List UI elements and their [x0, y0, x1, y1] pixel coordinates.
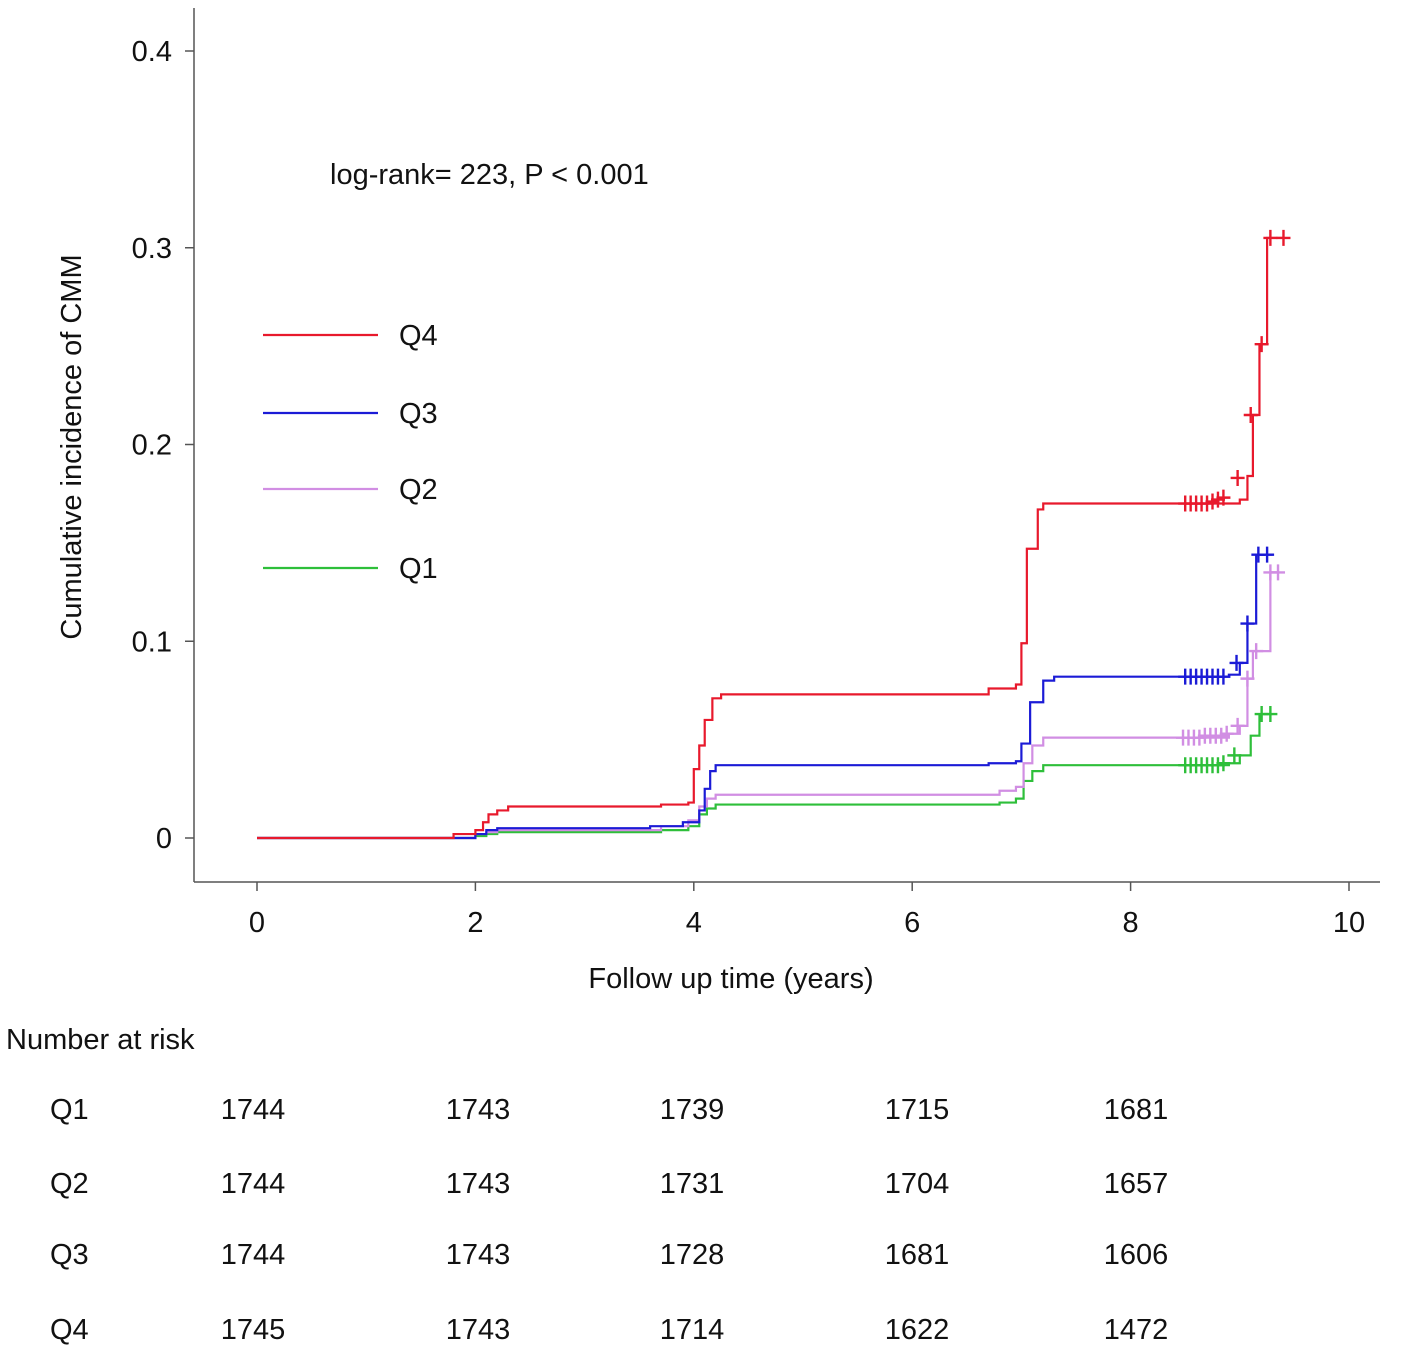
risk-cell: 1745	[220, 1314, 286, 1346]
series-q1-line	[257, 712, 1273, 840]
series-q2-censor-mark	[1249, 643, 1264, 660]
y-tick-label-2: 0.2	[132, 430, 172, 462]
x-tick-label-4: 8	[1123, 907, 1139, 939]
series-q3-line	[257, 553, 1273, 840]
y-tick-label-1: 0.1	[132, 626, 172, 658]
risk-cell: 1744	[220, 1239, 286, 1271]
series-q4-censor-mark	[1263, 229, 1278, 246]
x-tick-label-1: 2	[467, 907, 483, 939]
risk-cell: 1744	[220, 1094, 286, 1126]
series-q2-censor-mark	[1219, 725, 1234, 742]
risk-row-label: Q1	[50, 1094, 89, 1126]
risk-cell: 1743	[445, 1239, 511, 1271]
series-layer	[257, 229, 1291, 840]
risk-table-title: Number at risk	[6, 1024, 195, 1056]
risk-cell: 1622	[884, 1314, 950, 1346]
risk-cell: 1739	[659, 1094, 725, 1126]
log-rank-annotation: log-rank= 223, P < 0.001	[330, 159, 649, 191]
series-q4-censor-mark	[1243, 406, 1258, 423]
risk-row-label: Q4	[50, 1314, 89, 1346]
series-q4-censor-mark	[1276, 229, 1291, 246]
risk-cell: 1704	[884, 1168, 950, 1200]
risk-cell: 1744	[220, 1168, 286, 1200]
risk-row-q1: Q1 1744 1743 1739 1715 1681	[0, 1094, 1418, 1134]
risk-cell: 1606	[1103, 1239, 1169, 1271]
x-tick-label-0: 0	[249, 907, 265, 939]
risk-cell: 1731	[659, 1168, 725, 1200]
series-q4-censor-mark	[1216, 489, 1231, 506]
risk-cell: 1714	[659, 1314, 725, 1346]
risk-cell: 1472	[1103, 1314, 1169, 1346]
axes: 0 0.1 0.2 0.3 0.4 0 2 4 6 8 10	[132, 8, 1380, 939]
series-q3-censor-mark	[1260, 546, 1275, 563]
risk-row-q2: Q2 1744 1743 1731 1704 1657	[0, 1168, 1418, 1208]
legend-label-q1: Q1	[399, 553, 438, 585]
risk-cell: 1728	[659, 1239, 725, 1271]
risk-row-label: Q3	[50, 1239, 89, 1271]
km-chart: 0 0.1 0.2 0.3 0.4 0 2 4 6 8 10 Q4 Q3 Q2 Q1 log-rank= …	[56, 8, 1380, 995]
risk-cell: 1681	[1103, 1094, 1169, 1126]
risk-cell: 1743	[445, 1168, 511, 1200]
series-q1-censor-mark	[1263, 706, 1278, 723]
legend-label-q3: Q3	[399, 398, 438, 430]
risk-cell: 1743	[445, 1314, 511, 1346]
series-q2-censor-mark	[1240, 670, 1255, 687]
risk-row-label: Q2	[50, 1168, 89, 1200]
y-tick-label-3: 0.3	[132, 233, 172, 265]
legend: Q4 Q3 Q2 Q1	[263, 320, 438, 585]
risk-cell: 1681	[884, 1239, 950, 1271]
risk-row-q3: Q3 1744 1743 1728 1681 1606	[0, 1239, 1418, 1279]
series-q3-censor-mark	[1229, 654, 1244, 671]
risk-cell: 1715	[884, 1094, 950, 1126]
series-q4-censor-mark	[1254, 336, 1269, 353]
risk-cell: 1657	[1103, 1168, 1169, 1200]
y-axis-label: Cumulative incidence of CMM	[56, 254, 88, 639]
series-q4-line	[257, 236, 1284, 840]
risk-cell: 1743	[445, 1094, 511, 1126]
x-tick-label-3: 6	[904, 907, 920, 939]
series-q3-censor-mark	[1240, 615, 1255, 632]
series-q1-censor-mark	[1216, 755, 1231, 772]
y-tick-label-0: 0	[156, 823, 172, 855]
series-q1-censor-mark	[1227, 747, 1242, 764]
series-q2-censor-mark	[1271, 564, 1286, 581]
series-q2-line	[257, 571, 1279, 840]
legend-label-q4: Q4	[399, 320, 438, 352]
x-tick-label-5: 10	[1333, 907, 1365, 939]
legend-label-q2: Q2	[399, 474, 438, 506]
x-axis-label: Follow up time (years)	[588, 963, 873, 995]
x-tick-label-2: 4	[686, 907, 702, 939]
series-q4-censor-mark	[1230, 469, 1245, 486]
risk-row-q4: Q4 1745 1743 1714 1622 1472	[0, 1314, 1418, 1354]
series-q3-censor-mark	[1216, 668, 1231, 685]
y-tick-label-4: 0.4	[132, 36, 172, 68]
series-q2-censor-mark	[1230, 717, 1245, 734]
